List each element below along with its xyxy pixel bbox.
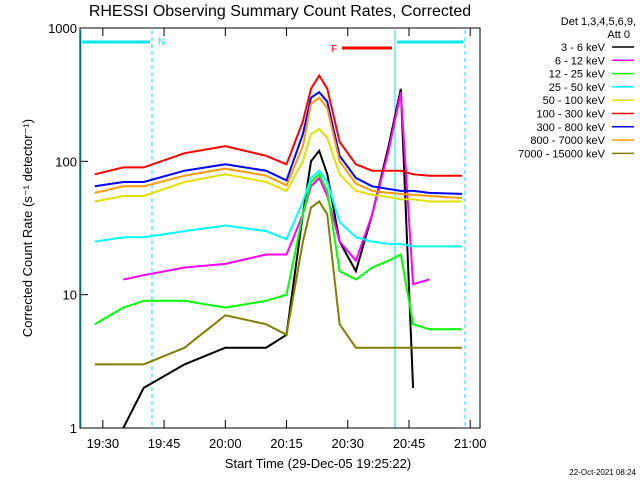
series-line — [94, 172, 462, 331]
x-tick-label: 19:45 — [148, 436, 181, 451]
x-axis-label: Start Time (29-Dec-05 19:25:22) — [225, 456, 411, 471]
legend-label: 800 - 7000 keV — [530, 135, 605, 147]
y-tick-label: 10 — [63, 288, 77, 303]
footer: 22-Oct-2021 08:24 — [569, 468, 636, 477]
series-line — [123, 91, 430, 286]
y-tick-label: 1 — [70, 421, 77, 436]
x-tick-label: 20:15 — [270, 436, 303, 451]
legend-label: 12 - 25 keV — [549, 69, 606, 81]
legend-label: 300 - 800 keV — [537, 122, 606, 134]
series-line — [94, 96, 463, 200]
x-tick-label: 20:30 — [331, 436, 364, 451]
legend-label: 6 - 12 keV — [555, 55, 606, 67]
legend-title: Att 0 — [607, 29, 630, 41]
x-tick-label: 20:45 — [393, 436, 426, 451]
flare-label: F — [331, 44, 337, 55]
x-tick-label: 21:00 — [454, 436, 487, 451]
legend-label: 25 - 50 keV — [549, 82, 606, 94]
series-line — [94, 90, 463, 195]
y-tick-label: 1000 — [48, 21, 77, 36]
series-line — [122, 88, 415, 429]
y-tick-label: 100 — [55, 154, 77, 169]
legend-label: 7000 - 15000 keV — [518, 148, 606, 160]
series-line — [94, 73, 462, 177]
legend-label: 100 - 300 keV — [537, 109, 606, 121]
night-label: N — [158, 37, 165, 48]
x-tick-label: 20:00 — [209, 436, 242, 451]
legend-label: 3 - 6 keV — [561, 42, 606, 54]
x-tick-label: 19:30 — [87, 436, 120, 451]
series-line — [94, 127, 462, 203]
series-line — [94, 169, 462, 248]
y-axis-label: Corrected Count Rate (s⁻¹ detector⁻¹) — [20, 119, 35, 337]
legend-title: Det 1,3,4,5,6,9, — [561, 16, 636, 28]
chart-title: RHESSI Observing Summary Count Rates, Co… — [89, 3, 471, 20]
plot-frame — [79, 27, 481, 429]
legend-label: 50 - 100 keV — [543, 95, 606, 107]
series-line — [94, 200, 462, 366]
